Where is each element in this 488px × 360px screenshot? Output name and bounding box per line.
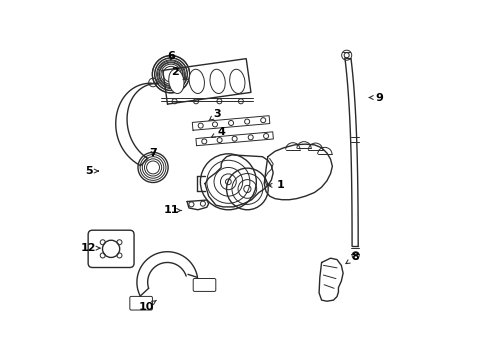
Text: 8: 8: [345, 252, 359, 264]
Text: 10: 10: [138, 300, 156, 312]
Text: 2: 2: [170, 67, 187, 80]
Text: 4: 4: [211, 127, 224, 138]
Text: 5: 5: [84, 166, 98, 176]
Text: 9: 9: [368, 93, 382, 103]
Ellipse shape: [189, 69, 204, 94]
Text: 1: 1: [267, 180, 284, 190]
Ellipse shape: [168, 69, 183, 94]
Ellipse shape: [209, 69, 225, 94]
Text: 12: 12: [81, 243, 100, 253]
Text: 11: 11: [163, 206, 181, 216]
Text: 6: 6: [167, 51, 175, 61]
Text: 3: 3: [208, 109, 221, 121]
Text: 7: 7: [149, 148, 157, 158]
Ellipse shape: [229, 69, 244, 94]
